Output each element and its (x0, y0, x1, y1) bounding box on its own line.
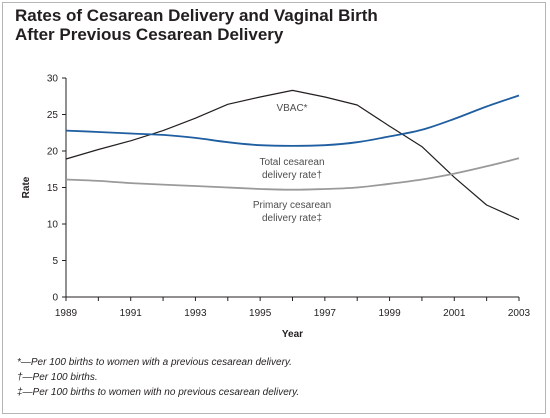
footnote-vbac: *—Per 100 births to women with a previou… (17, 357, 292, 368)
y-tick-label-20: 20 (47, 147, 59, 158)
x-tick-label-1999: 1999 (378, 308, 401, 319)
chart-title-line-2: After Previous Cesarean Delivery (15, 25, 284, 44)
footnote-total: †—Per 100 births. (17, 372, 98, 383)
x-tick-label-1989: 1989 (55, 308, 78, 319)
y-tick-label-15: 15 (47, 183, 59, 194)
series-label-vbac: VBAC* (276, 103, 307, 114)
x-tick-label-1997: 1997 (314, 308, 337, 319)
series-label-total-line-2: delivery rate† (262, 170, 322, 181)
chart-frame (2, 2, 546, 414)
y-tick-label-0: 0 (52, 293, 58, 304)
y-tick-label-10: 10 (47, 220, 59, 231)
series-line-total (65, 94, 520, 147)
x-axis-title: Year (282, 329, 303, 340)
y-axis-title: Rate (21, 176, 32, 198)
x-tick-label-1995: 1995 (249, 308, 272, 319)
y-tick-label-25: 25 (47, 110, 59, 121)
series-line-vbac (65, 89, 520, 221)
y-tick-label-5: 5 (52, 256, 58, 267)
x-tick-label-1993: 1993 (184, 308, 207, 319)
series-label-primary-line-2: delivery rate‡ (262, 213, 322, 224)
chart-title: Rates of Cesarean Delivery and Vaginal B… (15, 6, 435, 44)
footnotes: *—Per 100 births to women with a previou… (17, 355, 517, 400)
chart-title-line-1: Rates of Cesarean Delivery and Vaginal B… (15, 6, 378, 25)
x-tick-label-1991: 1991 (120, 308, 143, 319)
x-tick-label-2001: 2001 (443, 308, 466, 319)
x-tick-label-2003: 2003 (508, 308, 531, 319)
footnote-primary: ‡—Per 100 births to women with no previo… (17, 387, 300, 398)
series-label-primary-line-1: Primary cesarean (253, 200, 331, 211)
series-label-total-line-1: Total cesarean (259, 157, 324, 168)
series-line-primary (65, 157, 520, 191)
y-tick-label-30: 30 (47, 74, 59, 85)
